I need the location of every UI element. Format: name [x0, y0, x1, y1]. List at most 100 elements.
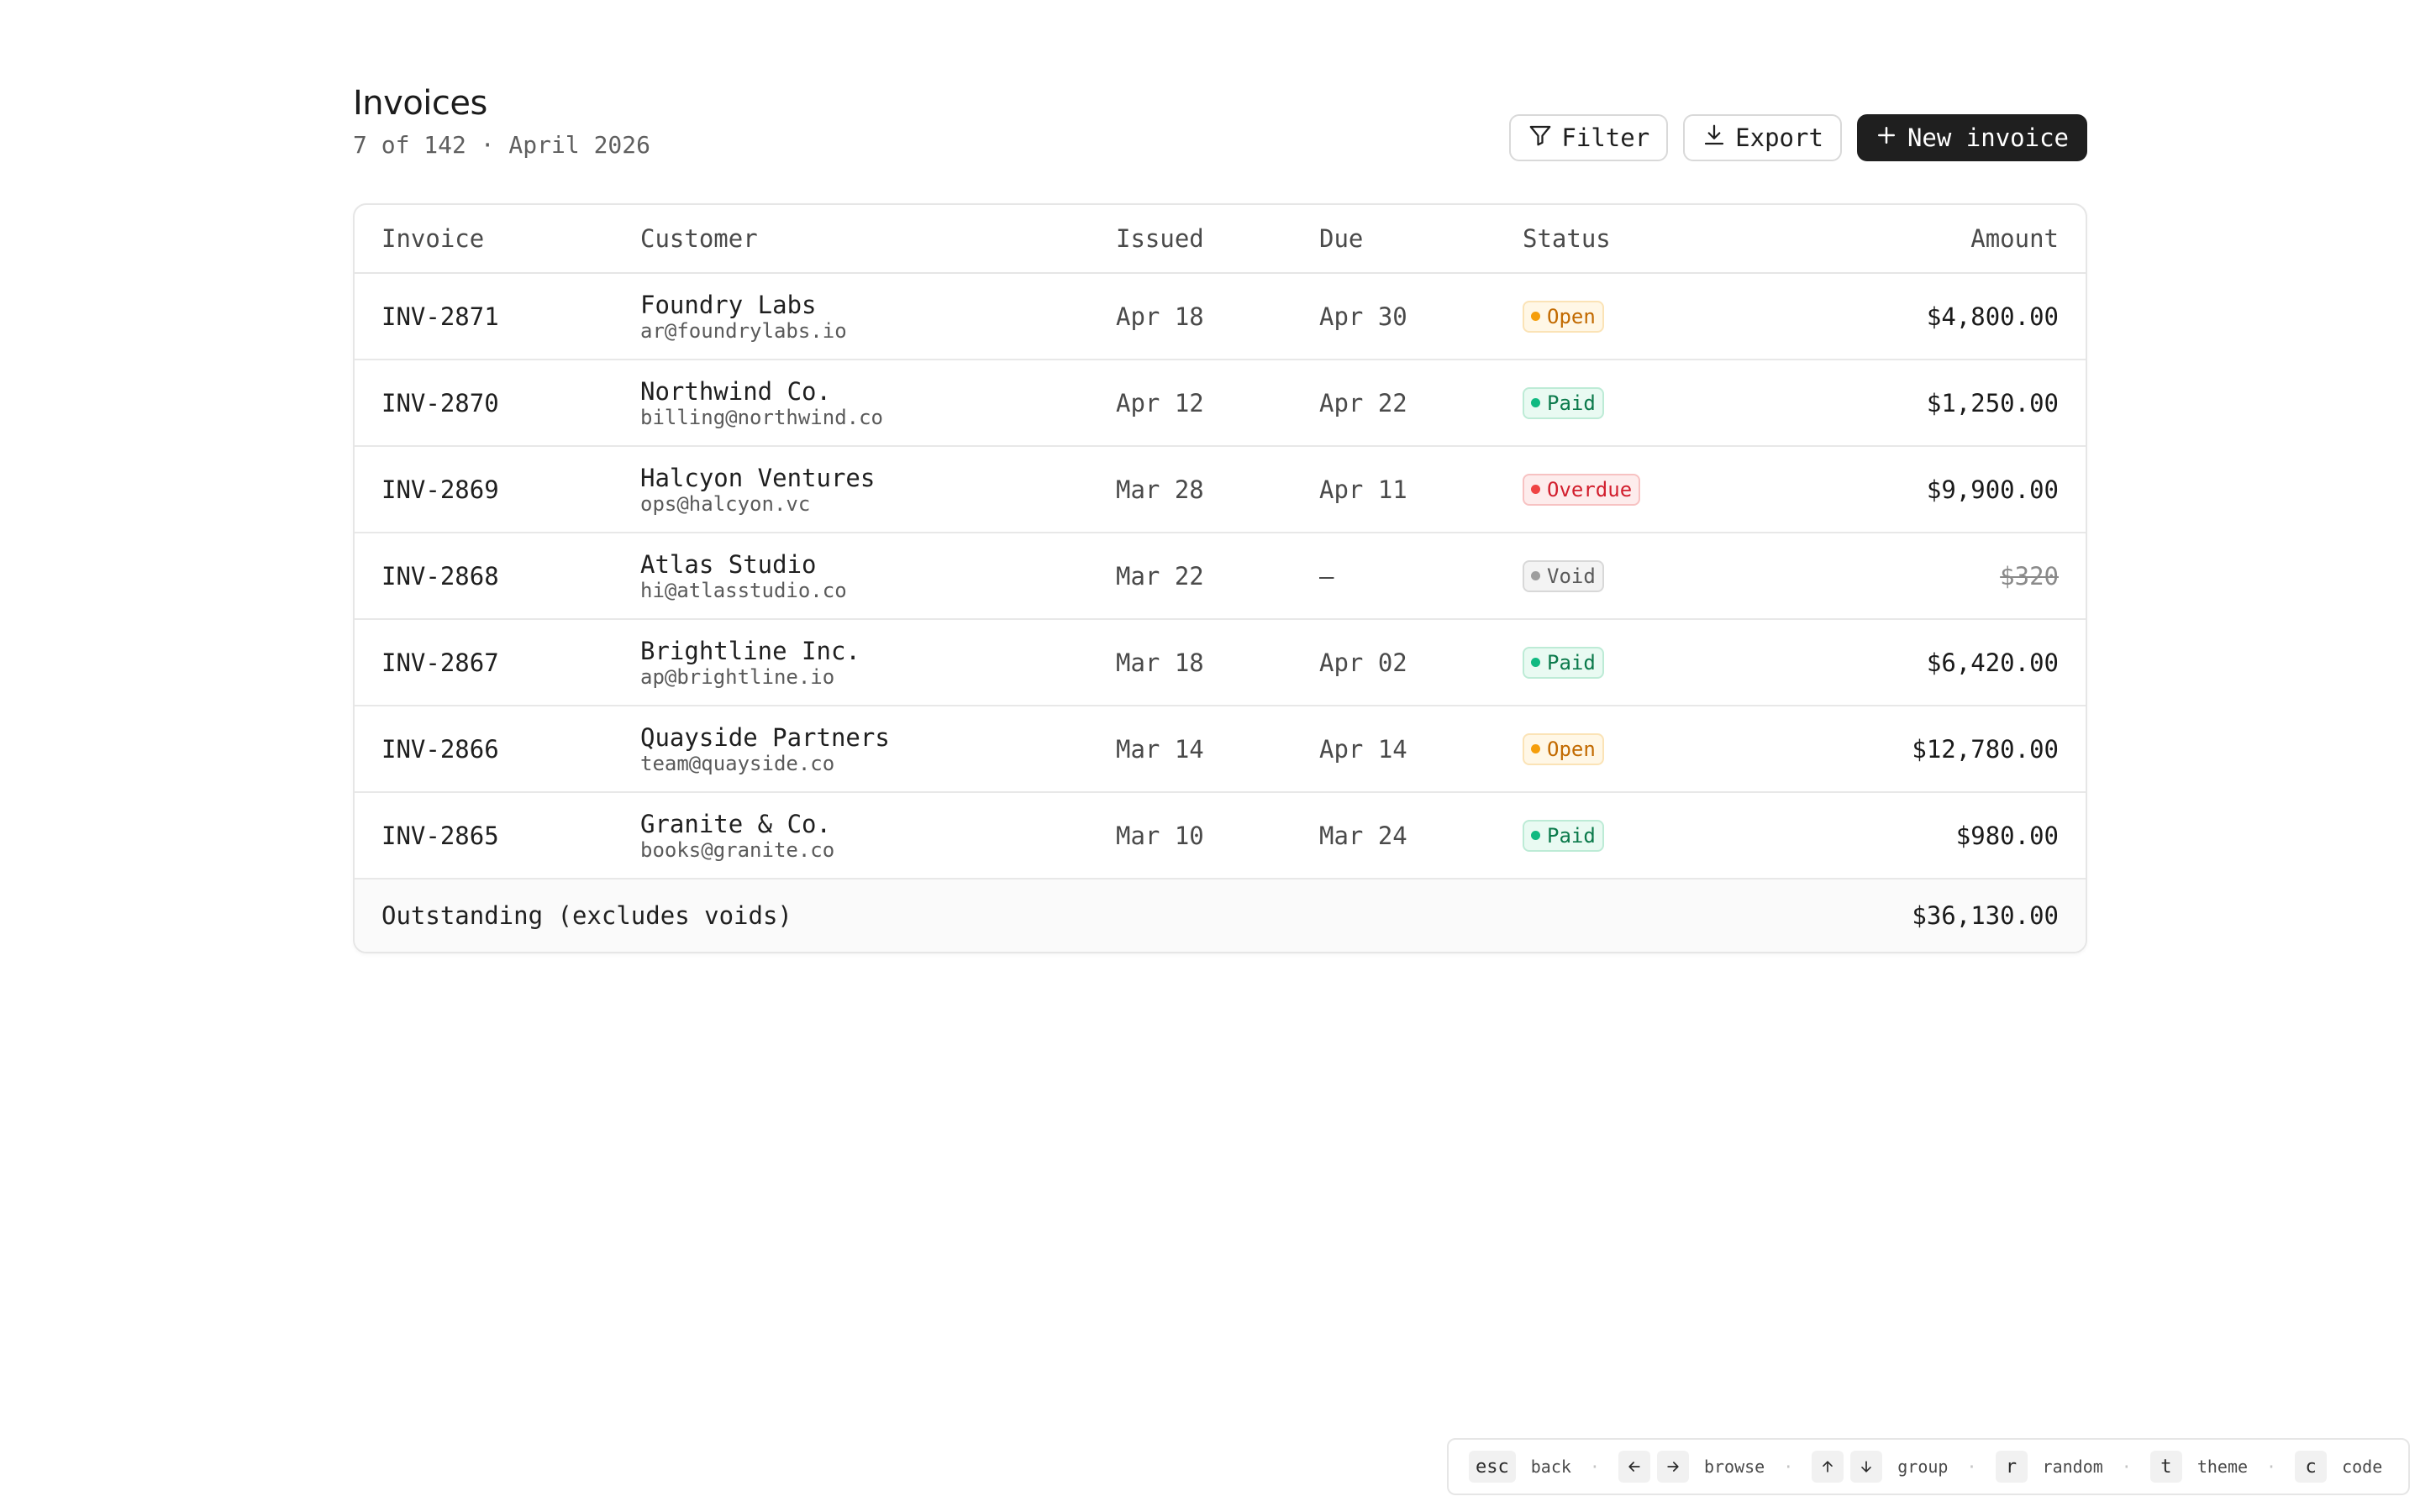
status-cell: Open — [1523, 706, 1604, 791]
status-badge: Overdue — [1523, 473, 1641, 506]
status-dot-icon — [1531, 658, 1540, 667]
due-date: Apr 30 — [1319, 302, 1407, 331]
status-badge: Paid — [1523, 819, 1604, 852]
column-header-issued[interactable]: Issued — [1116, 224, 1204, 253]
invoice-number[interactable]: INV-2868 — [381, 561, 499, 591]
shortcut-label: back — [1530, 1457, 1571, 1477]
table-footer: Outstanding (excludes voids) $36,130.00 — [355, 879, 2086, 952]
table-row[interactable]: INV-2865 Granite & Co. books@granite.co … — [355, 793, 2086, 879]
separator: · — [1589, 1457, 1600, 1477]
table-row[interactable]: INV-2869 Halcyon Ventures ops@halcyon.vc… — [355, 447, 2086, 533]
column-header-customer[interactable]: Customer — [640, 224, 758, 253]
shortcut-back[interactable]: esc back — [1469, 1451, 1571, 1483]
issued-date: Apr 18 — [1116, 302, 1204, 331]
table-header: Invoice Customer Issued Due Status Amoun… — [355, 205, 2086, 274]
issued-date: Mar 10 — [1116, 821, 1204, 850]
invoice-number[interactable]: INV-2871 — [381, 302, 499, 331]
status-badge: Paid — [1523, 646, 1604, 679]
issued-date: Mar 22 — [1116, 561, 1204, 591]
customer-name: Foundry Labs — [640, 290, 817, 319]
customer-cell: Foundry Labs ar@foundrylabs.io — [640, 274, 847, 359]
page-header: Invoices 7 of 142 · April 2026 Filter Ex… — [353, 84, 2087, 176]
customer-name: Atlas Studio — [640, 549, 817, 579]
shortcut-browse[interactable]: browse — [1618, 1451, 1765, 1483]
outstanding-total: $36,130.00 — [1912, 901, 2059, 930]
status-label: Void — [1547, 564, 1596, 588]
table-row[interactable]: INV-2866 Quayside Partners team@quayside… — [355, 706, 2086, 793]
filter-button[interactable]: Filter — [1509, 114, 1669, 161]
table-row[interactable]: INV-2867 Brightline Inc. ap@brightline.i… — [355, 620, 2086, 706]
customer-email: team@quayside.co — [640, 751, 835, 775]
table-row[interactable]: INV-2870 Northwind Co. billing@northwind… — [355, 360, 2086, 447]
filter-label: Filter — [1561, 123, 1650, 152]
t-key: t — [2149, 1451, 2182, 1483]
amount: $1,250.00 — [1926, 388, 2059, 417]
column-header-amount[interactable]: Amount — [1970, 224, 2059, 253]
customer-cell: Atlas Studio hi@atlasstudio.co — [640, 533, 847, 618]
status-dot-icon — [1531, 831, 1540, 840]
column-header-status[interactable]: Status — [1523, 224, 1611, 253]
export-button[interactable]: Export — [1683, 114, 1842, 161]
issued-date: Mar 14 — [1116, 734, 1204, 764]
page-title: Invoices — [353, 84, 487, 123]
invoice-number[interactable]: INV-2866 — [381, 734, 499, 764]
customer-email: ar@foundrylabs.io — [640, 318, 847, 343]
status-cell: Paid — [1523, 360, 1604, 445]
due-date: Apr 22 — [1319, 388, 1407, 417]
customer-cell: Granite & Co. books@granite.co — [640, 793, 834, 878]
amount: $6,420.00 — [1926, 648, 2059, 677]
shortcut-group[interactable]: group — [1812, 1451, 1948, 1483]
status-dot-icon — [1531, 571, 1540, 580]
due-date: Apr 14 — [1319, 734, 1407, 764]
table-row[interactable]: INV-2871 Foundry Labs ar@foundrylabs.io … — [355, 274, 2086, 360]
issued-date: Mar 28 — [1116, 475, 1204, 504]
new-invoice-button[interactable]: New invoice — [1856, 114, 2087, 161]
table-row[interactable]: INV-2868 Atlas Studio hi@atlasstudio.co … — [355, 533, 2086, 620]
status-label: Overdue — [1547, 477, 1633, 501]
amount: $4,800.00 — [1926, 302, 2059, 331]
page-subtitle: 7 of 142 · April 2026 — [353, 131, 651, 159]
column-header-invoice[interactable]: Invoice — [381, 224, 485, 253]
invoice-number[interactable]: INV-2867 — [381, 648, 499, 677]
status-label: Paid — [1547, 650, 1596, 675]
column-header-due[interactable]: Due — [1319, 224, 1364, 253]
customer-email: hi@atlasstudio.co — [640, 578, 847, 602]
export-label: Export — [1735, 123, 1823, 152]
status-cell: Overdue — [1523, 447, 1641, 532]
due-date: Apr 11 — [1319, 475, 1407, 504]
status-badge: Void — [1523, 559, 1604, 592]
amount: $980.00 — [1955, 821, 2059, 850]
shortcut-random[interactable]: r random — [1995, 1451, 2103, 1483]
status-badge: Paid — [1523, 386, 1604, 419]
issued-date: Mar 18 — [1116, 648, 1204, 677]
customer-email: ops@halcyon.vc — [640, 491, 811, 516]
invoice-number[interactable]: INV-2865 — [381, 821, 499, 850]
amount: $320 — [2000, 561, 2059, 591]
status-cell: Paid — [1523, 620, 1604, 705]
customer-email: books@granite.co — [640, 837, 835, 862]
amount: $9,900.00 — [1926, 475, 2059, 504]
amount: $12,780.00 — [1912, 734, 2059, 764]
customer-name: Brightline Inc. — [640, 636, 860, 665]
invoice-number[interactable]: INV-2870 — [381, 388, 499, 417]
status-dot-icon — [1531, 485, 1540, 494]
header-actions: Filter Export New invoice — [1509, 114, 2087, 161]
shortcut-code[interactable]: c code — [2295, 1451, 2382, 1483]
status-badge: Open — [1523, 732, 1604, 765]
separator: · — [1966, 1457, 1977, 1477]
status-cell: Open — [1523, 274, 1604, 359]
shortcut-label: random — [2042, 1457, 2103, 1477]
shortcut-label: code — [2342, 1457, 2383, 1477]
invoice-number[interactable]: INV-2869 — [381, 475, 499, 504]
due-date: — — [1319, 561, 1334, 591]
arrow-down-icon — [1850, 1451, 1883, 1483]
plus-icon — [1874, 123, 1899, 154]
status-label: Paid — [1547, 823, 1596, 848]
customer-name: Granite & Co. — [640, 809, 831, 838]
shortcut-theme[interactable]: t theme — [2149, 1451, 2248, 1483]
status-label: Paid — [1547, 391, 1596, 415]
r-key: r — [1995, 1451, 2028, 1483]
status-dot-icon — [1531, 398, 1540, 407]
customer-cell: Quayside Partners team@quayside.co — [640, 706, 890, 791]
